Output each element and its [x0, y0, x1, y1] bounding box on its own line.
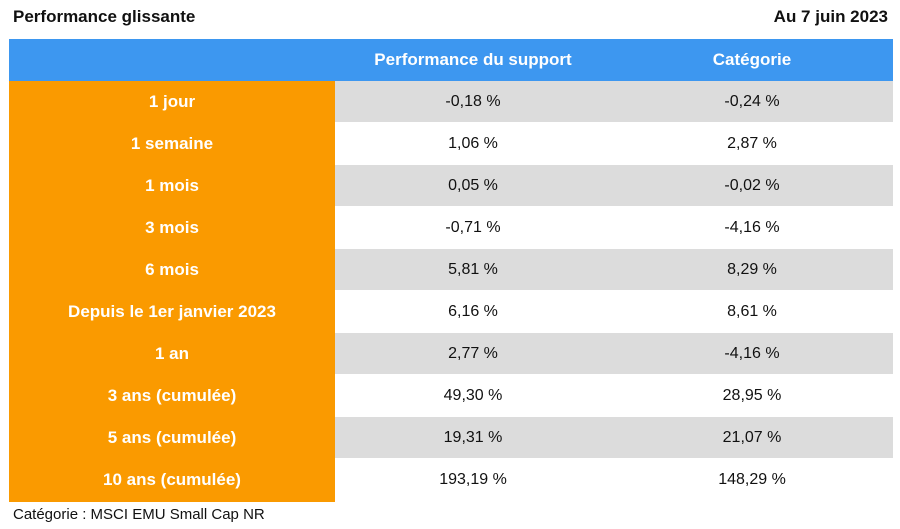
support-value: -0,71 %	[335, 206, 611, 249]
row-label: 3 mois	[9, 206, 335, 249]
row-label: 6 mois	[9, 248, 335, 291]
table-row: 1 jour -0,18 % -0,24 %	[9, 81, 893, 123]
table-row: 1 an 2,77 % -4,16 %	[9, 332, 893, 375]
table-row: Depuis le 1er janvier 2023 6,16 % 8,61 %	[9, 290, 893, 333]
row-label: 1 jour	[9, 81, 335, 123]
column-header-categorie: Catégorie	[611, 39, 893, 81]
row-label: 3 ans (cumulée)	[9, 374, 335, 417]
table-row: 10 ans (cumulée) 193,19 % 148,29 %	[9, 458, 893, 502]
support-value: 49,30 %	[335, 374, 611, 417]
categorie-value: -4,16 %	[611, 332, 893, 375]
row-label: 1 an	[9, 332, 335, 375]
categorie-value: -4,16 %	[611, 206, 893, 249]
table-row: 5 ans (cumulée) 19,31 % 21,07 %	[9, 416, 893, 459]
row-label: 5 ans (cumulée)	[9, 416, 335, 459]
column-header-empty	[9, 39, 335, 81]
row-label: 1 semaine	[9, 122, 335, 165]
row-label: 1 mois	[9, 164, 335, 207]
support-value: 2,77 %	[335, 332, 611, 375]
table-row: 1 mois 0,05 % -0,02 %	[9, 164, 893, 207]
table-row: 6 mois 5,81 % 8,29 %	[9, 248, 893, 291]
support-value: 193,19 %	[335, 458, 611, 502]
categorie-value: -0,02 %	[611, 164, 893, 207]
categorie-value: 28,95 %	[611, 374, 893, 417]
row-label: Depuis le 1er janvier 2023	[9, 290, 335, 333]
categorie-value: 2,87 %	[611, 122, 893, 165]
categorie-value: 8,29 %	[611, 248, 893, 291]
table-row: 3 ans (cumulée) 49,30 % 28,95 %	[9, 374, 893, 417]
support-value: 19,31 %	[335, 416, 611, 459]
performance-table: Performance du support Catégorie 1 jour …	[9, 39, 893, 502]
support-value: -0,18 %	[335, 81, 611, 123]
row-label: 10 ans (cumulée)	[9, 458, 335, 502]
categorie-value: -0,24 %	[611, 81, 893, 123]
categorie-value: 8,61 %	[611, 290, 893, 333]
categorie-value: 21,07 %	[611, 416, 893, 459]
support-value: 5,81 %	[335, 248, 611, 291]
categorie-value: 148,29 %	[611, 458, 893, 502]
support-value: 0,05 %	[335, 164, 611, 207]
table-header-row: Performance du support Catégorie	[9, 39, 893, 81]
support-value: 1,06 %	[335, 122, 611, 165]
table-row: 1 semaine 1,06 % 2,87 %	[9, 122, 893, 165]
as-of-date: Au 7 juin 2023	[773, 7, 888, 26]
footnote: Catégorie : MSCI EMU Small Cap NR	[13, 506, 265, 523]
page-title: Performance glissante	[13, 7, 196, 26]
support-value: 6,16 %	[335, 290, 611, 333]
column-header-support: Performance du support	[335, 39, 611, 81]
table-row: 3 mois -0,71 % -4,16 %	[9, 206, 893, 249]
